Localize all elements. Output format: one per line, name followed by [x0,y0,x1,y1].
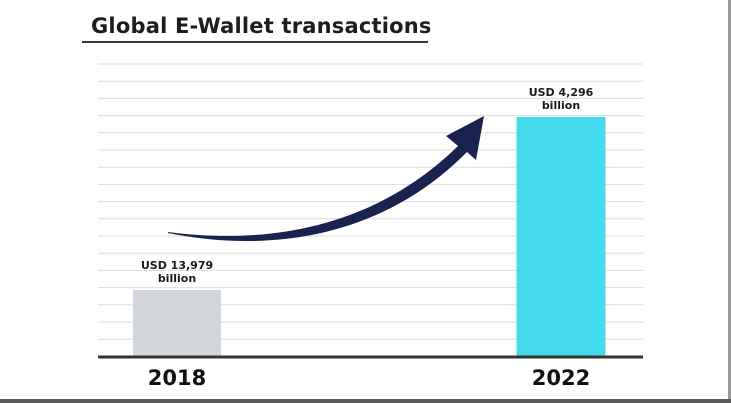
bar-2018 [133,290,221,356]
data-label-2018: USD 13,979 billion [141,259,213,285]
data-label-2022: USD 4,296 billion [529,86,594,112]
bars [133,117,606,356]
frame-edge-bottom [0,399,731,403]
frame-edge-right [728,0,731,403]
tick-label-2018: 2018 [148,366,206,390]
data-label-line: USD 13,979 [141,259,213,272]
tick-label-2022: 2022 [532,366,590,390]
bar-2022 [516,117,606,356]
data-label-line: billion [158,272,196,285]
data-label-line: USD 4,296 [529,86,594,99]
x-tick-labels: 2018 2022 [148,366,590,390]
growth-arrow-shape [168,116,484,242]
data-label-line: billion [542,99,580,112]
chart-title: Global E-Wallet transactions [91,14,432,38]
title-underline [82,41,428,43]
growth-arrow [168,116,484,242]
